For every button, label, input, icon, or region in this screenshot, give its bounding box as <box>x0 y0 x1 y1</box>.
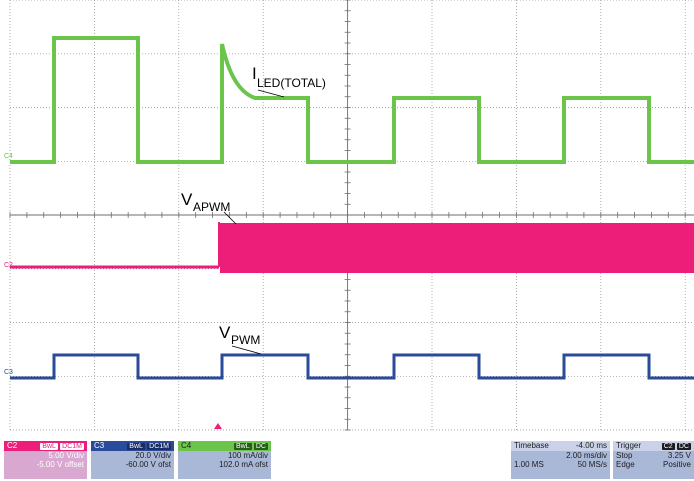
c3-marker: C3 <box>4 369 13 376</box>
c4-bw-badge: BwL <box>234 443 252 450</box>
c3-coupling-badge: DC1M <box>147 443 171 450</box>
timebase-label: Timebase <box>514 441 549 450</box>
iled-pointer <box>257 89 285 98</box>
c4-iled-trace <box>10 36 694 164</box>
c3-vpwm-trace <box>10 353 694 380</box>
c3-id: C3 <box>94 441 105 450</box>
iled-label-sub: LED(TOTAL) <box>257 76 326 90</box>
c2-bw-badge: BwL <box>40 443 58 450</box>
c2-apwm-pwm-block <box>220 223 694 273</box>
channel-panel-c2[interactable]: C2 BwL DC1M 5.00 V/div -5.00 V offset <box>4 441 87 479</box>
oscilloscope-display: I LED(TOTAL) V APWM V PWM C4 C2 C3 <box>0 0 694 440</box>
trigger-label: Trigger <box>616 441 642 450</box>
vpwm-label-sub: PWM <box>231 333 260 347</box>
c2-id: C2 <box>7 441 18 450</box>
vapwm-label-main: V <box>181 190 193 209</box>
trigger-position-marker <box>214 423 222 429</box>
trigger-coupling-badge: DC <box>676 443 691 450</box>
iled-label: I LED(TOTAL) <box>252 64 326 98</box>
trigger-mode: Stop <box>616 451 633 460</box>
waveform-traces <box>10 36 694 380</box>
c2-scale: 5.00 V/div <box>48 451 84 460</box>
screen-background <box>0 0 694 440</box>
c3-offset: -60.00 V ofst <box>125 460 171 469</box>
trigger-panel[interactable]: Trigger C2 DC Stop 3.25 V Edge Positive <box>613 441 694 479</box>
channel-panel-c3[interactable]: C3 BwL DC1M 20.0 V/div -60.00 V ofst <box>91 441 174 479</box>
c4-coupling-badge: DC <box>253 443 268 450</box>
vpwm-label-main: V <box>219 323 231 342</box>
channel-panel-c4[interactable]: C4 BwL DC 100 mA/div 102.0 mA ofst <box>178 441 271 479</box>
vapwm-label: V APWM <box>181 190 237 225</box>
iled-label-main: I <box>252 64 257 83</box>
c2-coupling-badge: DC1M <box>60 443 84 450</box>
trigger-slope: Positive <box>662 460 691 469</box>
c2-marker: C2 <box>4 262 13 269</box>
timebase-delay: -4.00 ms <box>575 441 607 450</box>
trigger-level: 3.25 V <box>667 451 691 460</box>
c4-scale: 100 mA/div <box>227 451 268 460</box>
vpwm-label: V PWM <box>219 323 262 355</box>
vpwm-pointer <box>231 345 262 355</box>
c2-offset: -5.00 V offset <box>36 460 84 469</box>
c3-scale: 20.0 V/div <box>135 451 171 460</box>
timebase-panel[interactable]: Timebase -4.00 ms 2.00 ms/div 1.00 MS 50… <box>511 441 610 479</box>
channel-level-markers: C4 C2 C3 <box>4 153 13 376</box>
vapwm-pointer <box>223 211 237 225</box>
vapwm-label-sub: APWM <box>193 200 230 214</box>
c4-id: C4 <box>181 441 192 450</box>
c4-marker: C4 <box>4 153 13 160</box>
c3-bw-badge: BwL <box>127 443 145 450</box>
timebase-rate: 50 MS/s <box>577 460 607 469</box>
trigger-channel-badge: C2 <box>661 443 675 450</box>
c4-offset: 102.0 mA ofst <box>219 460 268 469</box>
timebase-scale: 2.00 ms/div <box>566 451 607 460</box>
trigger-type: Edge <box>616 460 635 469</box>
timebase-samples: 1.00 MS <box>514 460 544 469</box>
